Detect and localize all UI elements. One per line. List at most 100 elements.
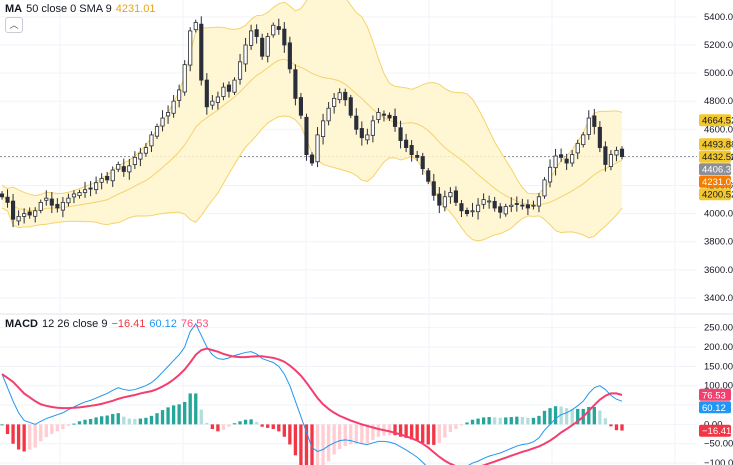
candle[interactable] xyxy=(182,60,187,96)
candle[interactable] xyxy=(110,166,115,187)
candle[interactable] xyxy=(309,152,315,166)
candle[interactable] xyxy=(49,191,54,214)
candle[interactable] xyxy=(254,24,259,44)
candle[interactable] xyxy=(55,198,60,213)
candle[interactable] xyxy=(27,207,32,219)
candle[interactable] xyxy=(188,27,193,72)
candle[interactable] xyxy=(127,158,132,180)
candle[interactable] xyxy=(498,203,503,219)
candle[interactable] xyxy=(603,141,608,172)
candle[interactable] xyxy=(171,95,176,118)
candle[interactable] xyxy=(536,193,542,213)
candle[interactable] xyxy=(77,189,82,199)
candle[interactable] xyxy=(138,147,143,167)
candle[interactable] xyxy=(210,95,215,110)
candle[interactable] xyxy=(304,113,309,161)
candle[interactable] xyxy=(66,193,71,207)
candle[interactable] xyxy=(116,161,121,173)
candle[interactable] xyxy=(381,110,387,122)
candle[interactable] xyxy=(271,22,276,38)
candle[interactable] xyxy=(154,123,160,139)
candle[interactable] xyxy=(243,37,248,72)
candle[interactable] xyxy=(431,173,436,201)
candle[interactable] xyxy=(337,88,342,104)
candle[interactable] xyxy=(608,150,613,171)
candle[interactable] xyxy=(520,198,525,210)
candle[interactable] xyxy=(581,132,586,148)
candle[interactable] xyxy=(143,143,148,157)
candle[interactable] xyxy=(365,128,370,145)
candle[interactable] xyxy=(88,181,93,197)
candle[interactable] xyxy=(487,195,492,209)
candle[interactable] xyxy=(597,121,602,153)
candle[interactable] xyxy=(586,110,591,140)
candle[interactable] xyxy=(82,181,88,198)
candle[interactable] xyxy=(387,112,392,121)
candle[interactable] xyxy=(177,84,182,108)
candle[interactable] xyxy=(282,22,287,53)
macd-legend[interactable]: MACD 12 26 close 9 −16.41 60.12 76.53 xyxy=(5,318,212,330)
candle[interactable] xyxy=(370,115,375,143)
candle[interactable] xyxy=(166,105,171,124)
candle[interactable] xyxy=(326,102,331,126)
candle[interactable] xyxy=(619,146,625,160)
candle[interactable] xyxy=(542,177,547,199)
candle[interactable] xyxy=(237,53,243,85)
candle[interactable] xyxy=(60,197,65,218)
candle[interactable] xyxy=(215,91,220,110)
candle[interactable] xyxy=(437,187,442,214)
candle[interactable] xyxy=(99,173,104,190)
candle[interactable] xyxy=(132,151,137,170)
candle[interactable] xyxy=(149,131,154,153)
candle[interactable] xyxy=(464,207,470,217)
candle[interactable] xyxy=(442,190,447,212)
candle[interactable] xyxy=(249,24,254,50)
candle[interactable] xyxy=(204,73,209,115)
candle[interactable] xyxy=(404,133,409,153)
candle[interactable] xyxy=(476,198,481,220)
candle[interactable] xyxy=(559,148,564,162)
candle[interactable] xyxy=(376,107,381,124)
candle[interactable] xyxy=(614,146,619,162)
candle[interactable] xyxy=(199,16,204,86)
candle[interactable] xyxy=(232,77,237,96)
collapse-legend-button[interactable]: ︿ xyxy=(5,17,23,33)
candle[interactable] xyxy=(359,121,364,146)
candle[interactable] xyxy=(265,32,270,63)
candle[interactable] xyxy=(531,200,536,210)
ma-legend[interactable]: MA 50 close 0 SMA 9 4231.01 xyxy=(5,3,159,15)
candle[interactable] xyxy=(193,19,198,33)
candle[interactable] xyxy=(343,88,348,106)
candle[interactable] xyxy=(221,82,226,101)
candle[interactable] xyxy=(332,93,337,114)
candle[interactable] xyxy=(575,139,580,160)
candle[interactable] xyxy=(553,148,558,176)
candle[interactable] xyxy=(315,127,320,168)
candle[interactable] xyxy=(453,186,458,207)
candle[interactable] xyxy=(503,203,508,217)
candle[interactable] xyxy=(105,171,110,184)
candle[interactable] xyxy=(481,193,486,209)
candle[interactable] xyxy=(94,176,99,195)
candle[interactable] xyxy=(409,140,414,162)
candle[interactable] xyxy=(11,194,16,228)
candle[interactable] xyxy=(420,152,425,175)
candle[interactable] xyxy=(392,108,398,132)
candle[interactable] xyxy=(592,108,597,135)
candle[interactable] xyxy=(564,153,569,171)
candle[interactable] xyxy=(459,199,464,217)
candle[interactable] xyxy=(293,64,298,106)
candle[interactable] xyxy=(44,190,49,206)
candle[interactable] xyxy=(415,150,420,162)
candle[interactable] xyxy=(22,208,27,224)
candle[interactable] xyxy=(226,81,232,98)
candle[interactable] xyxy=(470,202,475,217)
candle[interactable] xyxy=(33,207,38,223)
candle[interactable] xyxy=(121,158,126,177)
candle[interactable] xyxy=(348,94,353,119)
candlesticks[interactable] xyxy=(0,16,625,228)
candle[interactable] xyxy=(514,196,519,212)
candle[interactable] xyxy=(287,36,292,74)
candle[interactable] xyxy=(525,199,530,216)
